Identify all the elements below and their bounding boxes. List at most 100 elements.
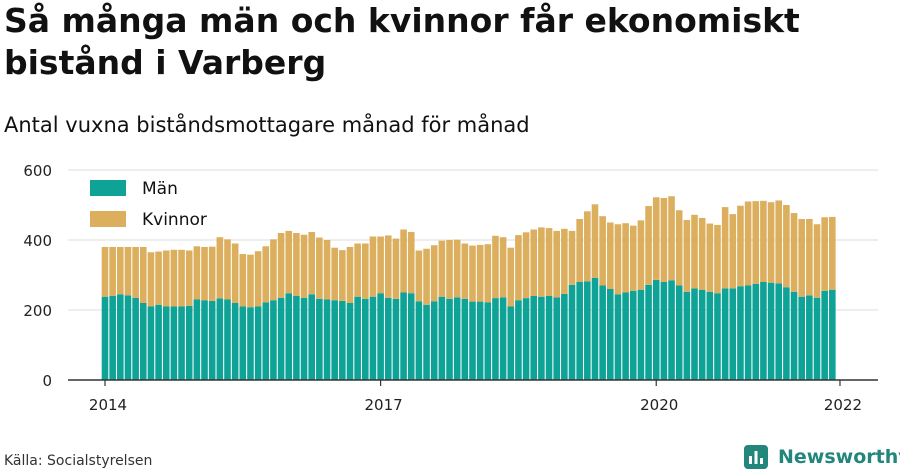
bar-man xyxy=(262,302,270,380)
bar-kvinnor xyxy=(139,247,147,303)
bar-kvinnor xyxy=(821,217,828,291)
bar-man xyxy=(629,290,637,380)
bar-man xyxy=(293,296,300,380)
bar-man xyxy=(285,293,293,380)
bar-man xyxy=(162,306,170,380)
y-tick-label: 600 xyxy=(23,162,52,180)
bar-man xyxy=(354,296,361,380)
bar-kvinnor xyxy=(162,250,170,307)
bar-man xyxy=(178,306,185,380)
bar-man xyxy=(691,288,698,380)
bar-man xyxy=(308,294,316,380)
bar-man xyxy=(507,306,515,380)
y-tick-label: 200 xyxy=(23,302,52,320)
bar-man xyxy=(300,297,308,380)
bar-man xyxy=(698,289,706,380)
bar-kvinnor xyxy=(538,227,545,297)
bar-man xyxy=(224,299,231,380)
bar-man xyxy=(208,300,216,380)
bar-kvinnor xyxy=(767,202,775,283)
bar-kvinnor xyxy=(783,205,790,288)
bar-man xyxy=(553,297,561,380)
axes: 0 200 400 600 2014 2017 2020 2022 xyxy=(23,162,878,414)
bar-man xyxy=(453,297,461,380)
bar-man xyxy=(645,284,652,380)
bar-man xyxy=(806,295,813,380)
bar-man xyxy=(637,289,645,380)
bar-kvinnor xyxy=(729,214,737,289)
bar-man xyxy=(117,294,124,380)
bar-man xyxy=(231,303,239,380)
bar-kvinnor xyxy=(430,245,438,302)
bar-man xyxy=(423,304,430,380)
bar-man xyxy=(109,296,116,380)
bar-kvinnor xyxy=(339,250,346,301)
bar-man xyxy=(446,298,453,380)
bar-man xyxy=(277,297,285,380)
x-tick-label: 2017 xyxy=(365,396,403,414)
bar-man xyxy=(239,306,247,380)
bar-man xyxy=(775,283,783,380)
bar-kvinnor xyxy=(530,229,538,296)
bar-kvinnor xyxy=(652,197,660,280)
bar-kvinnor xyxy=(637,220,645,290)
bar-man xyxy=(339,300,346,380)
bar-kvinnor xyxy=(553,230,561,298)
bar-man xyxy=(752,283,760,380)
bar-kvinnor xyxy=(484,244,492,303)
bar-kvinnor xyxy=(185,250,193,306)
bar-kvinnor xyxy=(224,239,231,300)
bar-man xyxy=(561,293,568,380)
bar-man xyxy=(829,289,836,380)
bar-man xyxy=(499,297,507,380)
bar-man xyxy=(147,306,155,380)
bar-man xyxy=(469,301,476,380)
bar-kvinnor xyxy=(109,247,116,296)
bar-man xyxy=(515,300,522,380)
bar-man xyxy=(392,298,400,380)
bar-man xyxy=(599,285,606,380)
bar-kvinnor xyxy=(568,230,576,285)
bar-kvinnor xyxy=(721,207,729,289)
bar-man xyxy=(652,279,660,380)
bar-man xyxy=(660,282,668,380)
bar-kvinnor xyxy=(499,237,507,298)
bar-man xyxy=(783,287,790,380)
bar-kvinnor xyxy=(492,235,499,299)
bar-kvinnor xyxy=(453,239,461,298)
bar-man xyxy=(270,300,277,380)
bar-kvinnor xyxy=(316,237,323,299)
bar-man xyxy=(346,303,354,380)
bar-kvinnor xyxy=(591,204,599,278)
bar-kvinnor xyxy=(392,238,400,299)
bar-kvinnor xyxy=(415,250,423,302)
x-tick-label: 2022 xyxy=(824,396,862,414)
brand-logo[interactable]: Newsworthy xyxy=(744,441,900,473)
bar-kvinnor xyxy=(660,198,668,282)
bar-kvinnor xyxy=(737,205,744,287)
chart-subtitle: Antal vuxna biståndsmottagare månad för … xyxy=(4,113,530,137)
bar-kvinnor xyxy=(760,200,767,282)
bar-man xyxy=(576,282,583,380)
bar-kvinnor xyxy=(155,251,162,305)
bar-kvinnor xyxy=(277,233,285,298)
bar-kvinnor xyxy=(193,246,201,300)
bar-man xyxy=(438,296,446,380)
bar-man xyxy=(767,282,775,380)
legend-label: Män xyxy=(142,179,178,199)
bar-kvinnor xyxy=(438,240,446,297)
chart-title: Så många män och kvinnor får ekonomiskt … xyxy=(4,1,800,82)
bar-man xyxy=(744,285,752,380)
bar-kvinnor xyxy=(775,200,783,284)
bar-kvinnor xyxy=(461,243,469,299)
bar-man xyxy=(377,293,384,380)
bar-man xyxy=(185,305,193,380)
bar-man xyxy=(798,296,805,380)
bar-kvinnor xyxy=(599,216,606,286)
bar-kvinnor xyxy=(752,201,760,284)
bar-man xyxy=(821,290,828,380)
bar-man xyxy=(323,299,331,380)
bar-man xyxy=(790,291,798,380)
bar-kvinnor xyxy=(706,223,714,292)
bar-man xyxy=(737,286,744,380)
